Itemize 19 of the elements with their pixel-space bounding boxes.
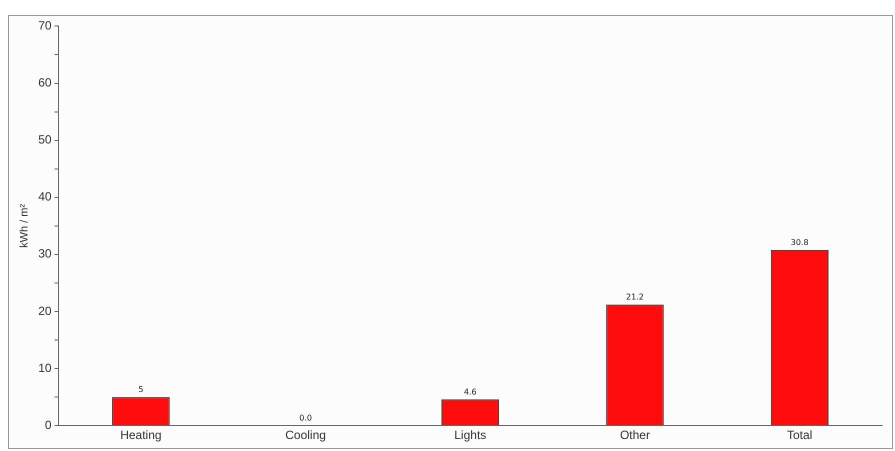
y-tick-label: 30 — [38, 246, 52, 261]
y-tick-label: 60 — [38, 76, 52, 90]
x-tick-label: Heating — [120, 428, 162, 442]
y-axis-title: kWh / m² — [18, 204, 31, 248]
data-label: 4.6 — [464, 387, 477, 396]
y-tick-label: 10 — [38, 360, 52, 375]
y-tick-label: 20 — [38, 304, 52, 318]
data-label: 0.0 — [299, 414, 312, 423]
y-tick-label: 50 — [38, 132, 52, 147]
data-label: 5 — [138, 385, 144, 394]
x-tick-label: Total — [786, 428, 812, 442]
y-tick-label: 70 — [38, 18, 52, 33]
y-tick-label: 40 — [38, 190, 52, 204]
data-label: 21.2 — [626, 292, 644, 302]
x-tick-label: Lights — [454, 428, 486, 442]
y-tick-label: 0 — [44, 418, 52, 432]
x-tick-label: Cooling — [285, 428, 326, 442]
data-label: 30.8 — [790, 238, 809, 247]
x-tick-label: Other — [620, 428, 650, 442]
